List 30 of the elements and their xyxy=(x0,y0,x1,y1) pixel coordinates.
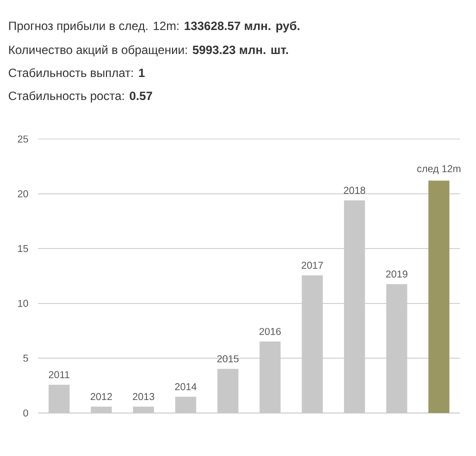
bar xyxy=(48,384,70,413)
y-tick-label: 15 xyxy=(18,245,28,252)
bar xyxy=(90,406,112,413)
x-tick-label: 2011 xyxy=(48,371,70,378)
x-tick-label: след 12m xyxy=(417,165,460,174)
x-tick-label: 2013 xyxy=(132,393,154,400)
y-tick-label: 0 xyxy=(23,409,28,417)
text: Количество акций в обращении: 5993.23 млн. шт. xyxy=(9,45,288,56)
bar xyxy=(175,396,196,413)
x-tick-label: 2017 xyxy=(302,262,323,269)
bar xyxy=(133,406,154,413)
bar xyxy=(344,200,366,413)
x-tick-label: 2016 xyxy=(259,328,281,336)
y-tick-label: 20 xyxy=(18,190,28,198)
bar xyxy=(428,180,450,413)
y-tick-label: 10 xyxy=(18,300,28,307)
text: Прогноз прибыли в след. 12m: 133628.57 млн. руб. xyxy=(9,21,300,32)
bar xyxy=(260,342,281,413)
x-tick-label: 2014 xyxy=(175,383,197,390)
x-tick-label: 2015 xyxy=(217,355,239,362)
y-tick-label: 25 xyxy=(18,135,28,143)
text: Стабильность выплат: 1 xyxy=(8,68,145,78)
x-tick-label: 2019 xyxy=(386,270,408,278)
bar xyxy=(302,275,323,413)
x-tick-label: 2012 xyxy=(90,393,112,400)
bar xyxy=(217,368,238,413)
x-tick-label: 2018 xyxy=(344,186,366,194)
y-tick-label: 5 xyxy=(23,354,28,362)
text: Стабильность роста: 0.57 xyxy=(8,91,152,102)
bar xyxy=(386,284,408,413)
